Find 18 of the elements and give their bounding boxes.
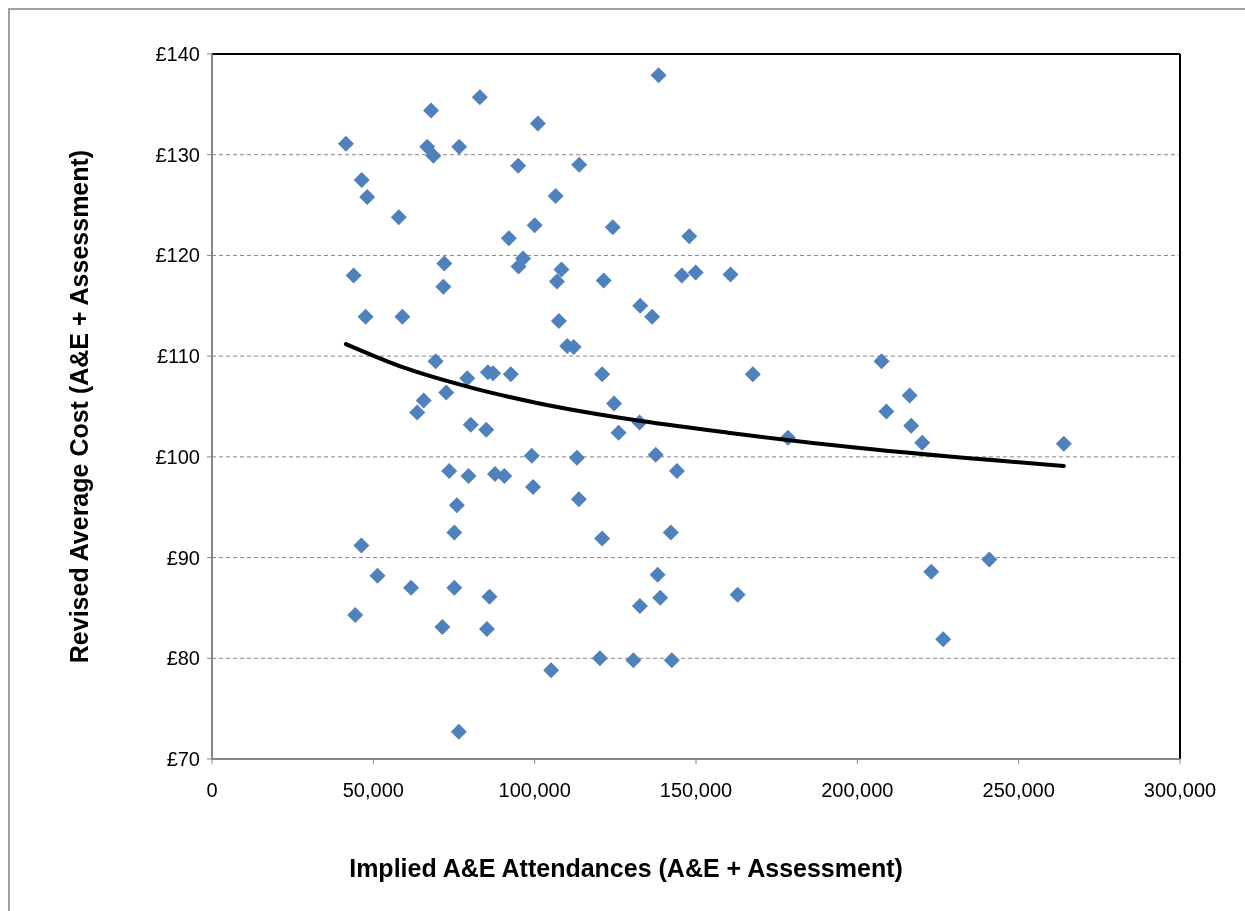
y-tick-label: £70 bbox=[166, 748, 200, 770]
x-tick-label: 200,000 bbox=[821, 779, 894, 801]
x-tick-label: 300,000 bbox=[1143, 779, 1217, 801]
y-tick-label: £90 bbox=[166, 546, 200, 569]
y-tick-label: £120 bbox=[155, 244, 200, 267]
y-axis-title: Revised Average Cost (A&E + Assessment) bbox=[65, 149, 93, 664]
x-tick-label: 250,000 bbox=[982, 779, 1055, 801]
x-tick-label: 0 bbox=[206, 779, 218, 801]
y-tick-label: £130 bbox=[155, 143, 200, 166]
x-tick-label: 150,000 bbox=[659, 779, 733, 801]
x-tick-label: 50,000 bbox=[342, 779, 404, 801]
x-tick-label: 100,000 bbox=[498, 779, 571, 801]
line-series bbox=[343, 342, 1066, 468]
x-axis-title: Implied A&E Attendances (A&E + Assessment) bbox=[349, 854, 903, 882]
y-tick-label: £110 bbox=[156, 345, 200, 368]
y-tick-label: £140 bbox=[155, 43, 200, 65]
y-tick-label: £80 bbox=[166, 647, 200, 670]
y-tick-label: £100 bbox=[155, 445, 200, 468]
